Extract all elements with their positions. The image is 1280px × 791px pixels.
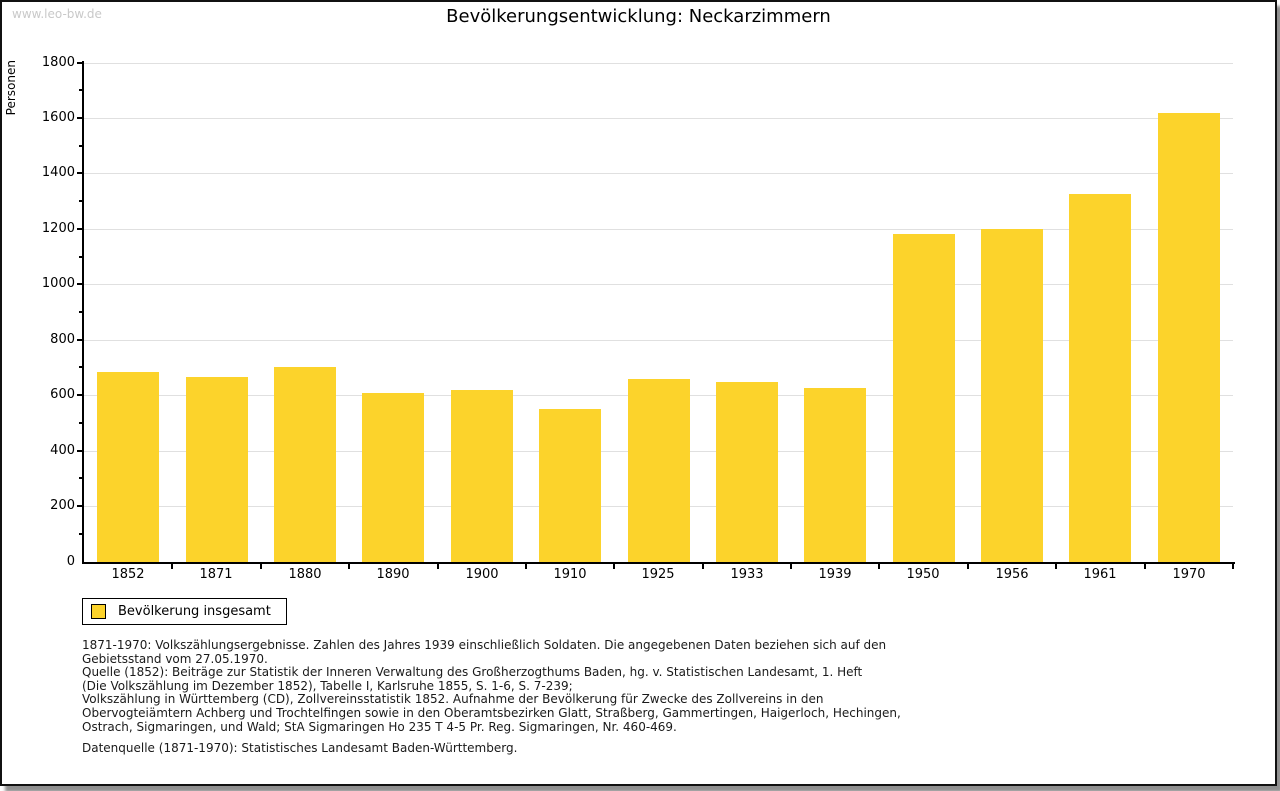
x-tick-8 [790, 562, 792, 569]
y-axis-label-600: 600 [50, 387, 75, 402]
x-axis-label-1900: 1900 [465, 567, 499, 582]
y-tick-500 [79, 422, 84, 424]
x-axis-label-1933: 1933 [730, 567, 764, 582]
y-axis-label-0: 0 [66, 554, 75, 569]
footnote-line: Obervogteiämtern Achberg und Trochtelfin… [82, 705, 901, 720]
y-axis-label-400: 400 [50, 443, 75, 458]
bar-1852 [97, 372, 159, 562]
y-tick-1300 [79, 200, 84, 202]
y-axis-label-200: 200 [50, 498, 75, 513]
y-tick-1000 [77, 283, 84, 285]
bar-1900 [451, 390, 513, 562]
x-axis-label-1852: 1852 [111, 567, 145, 582]
gridline-1400 [84, 173, 1233, 174]
x-tick-2 [260, 562, 262, 569]
x-tick-13 [1232, 562, 1234, 569]
bar-1910 [539, 409, 601, 562]
y-tick-700 [79, 366, 84, 368]
x-tick-10 [967, 562, 969, 569]
legend-label: Bevölkerung insgesamt [118, 604, 271, 619]
x-axis-label-1961: 1961 [1083, 567, 1117, 582]
datasource-line: Datenquelle (1871-1970): Statistisches L… [82, 741, 518, 755]
x-axis-label-1871: 1871 [199, 567, 233, 582]
footnote-line: 1871-1970: Volkszählungsergebnisse. Zahl… [82, 638, 887, 652]
y-tick-1400 [77, 172, 84, 174]
chart-title: Bevölkerungsentwicklung: Neckarzimmern [446, 6, 831, 27]
gridline-800 [84, 340, 1233, 341]
footnotes: 1871-1970: Volkszählungsergebnisse. Zahl… [82, 638, 901, 734]
legend-swatch [91, 604, 106, 619]
y-tick-1100 [79, 256, 84, 258]
y-axis-label-800: 800 [50, 332, 75, 347]
bar-1880 [274, 367, 336, 562]
y-tick-1500 [79, 145, 84, 147]
x-axis-label-1970: 1970 [1172, 567, 1206, 582]
x-axis-label-1956: 1956 [995, 567, 1029, 582]
y-axis-label-1200: 1200 [41, 221, 75, 236]
x-axis-label-1925: 1925 [641, 567, 675, 582]
gridline-1000 [84, 284, 1233, 285]
gridline-1800 [84, 63, 1233, 64]
y-axis-label-1000: 1000 [41, 276, 75, 291]
y-axis-label-1400: 1400 [41, 165, 75, 180]
y-axis-label-1800: 1800 [41, 55, 75, 70]
legend: Bevölkerung insgesamt [82, 598, 287, 625]
footnote-line: Quelle (1852): Beiträge zur Statistik de… [82, 665, 863, 680]
bar-1925 [628, 379, 690, 562]
gridline-1600 [84, 118, 1233, 119]
x-tick-7 [702, 562, 704, 569]
x-tick-5 [525, 562, 527, 569]
x-tick-12 [1144, 562, 1146, 569]
footnote-line: Ostrach, Sigmaringen, und Wald; StA Sigm… [82, 719, 677, 734]
footnote-line: (Die Volkszählung im Dezember 1852), Tab… [82, 678, 573, 693]
bar-1961 [1069, 194, 1131, 562]
y-tick-1700 [79, 89, 84, 91]
bar-1939 [804, 388, 866, 562]
y-tick-100 [79, 533, 84, 535]
y-tick-600 [77, 394, 84, 396]
y-tick-900 [79, 311, 84, 313]
x-tick-4 [437, 562, 439, 569]
x-tick-3 [348, 562, 350, 569]
y-axis-label-1600: 1600 [41, 110, 75, 125]
x-axis-line [82, 562, 1235, 564]
y-tick-1800 [77, 62, 84, 64]
x-tick-1 [171, 562, 173, 569]
bar-1956 [981, 229, 1043, 562]
y-tick-200 [77, 505, 84, 507]
x-axis-label-1939: 1939 [818, 567, 852, 582]
bar-1950 [893, 234, 955, 562]
bar-1970 [1158, 113, 1220, 562]
y-tick-400 [77, 450, 84, 452]
x-axis-label-1890: 1890 [376, 567, 410, 582]
bar-1890 [362, 393, 424, 562]
footnote-line: Volkszählung in Württemberg (CD), Zollve… [82, 692, 824, 707]
watermark: www.leo-bw.de [12, 7, 102, 21]
y-tick-300 [79, 477, 84, 479]
x-axis-label-1910: 1910 [553, 567, 587, 582]
x-axis-label-1880: 1880 [288, 567, 322, 582]
bar-1933 [716, 382, 778, 562]
y-tick-800 [77, 339, 84, 341]
x-tick-6 [613, 562, 615, 569]
x-axis-label-1950: 1950 [906, 567, 940, 582]
footnote-line: Gebietsstand vom 27.05.1970. [82, 651, 268, 666]
x-tick-11 [1055, 562, 1057, 569]
y-tick-1600 [77, 117, 84, 119]
bar-1871 [186, 377, 248, 562]
y-tick-1200 [77, 228, 84, 230]
gridline-1200 [84, 229, 1233, 230]
x-tick-9 [878, 562, 880, 569]
